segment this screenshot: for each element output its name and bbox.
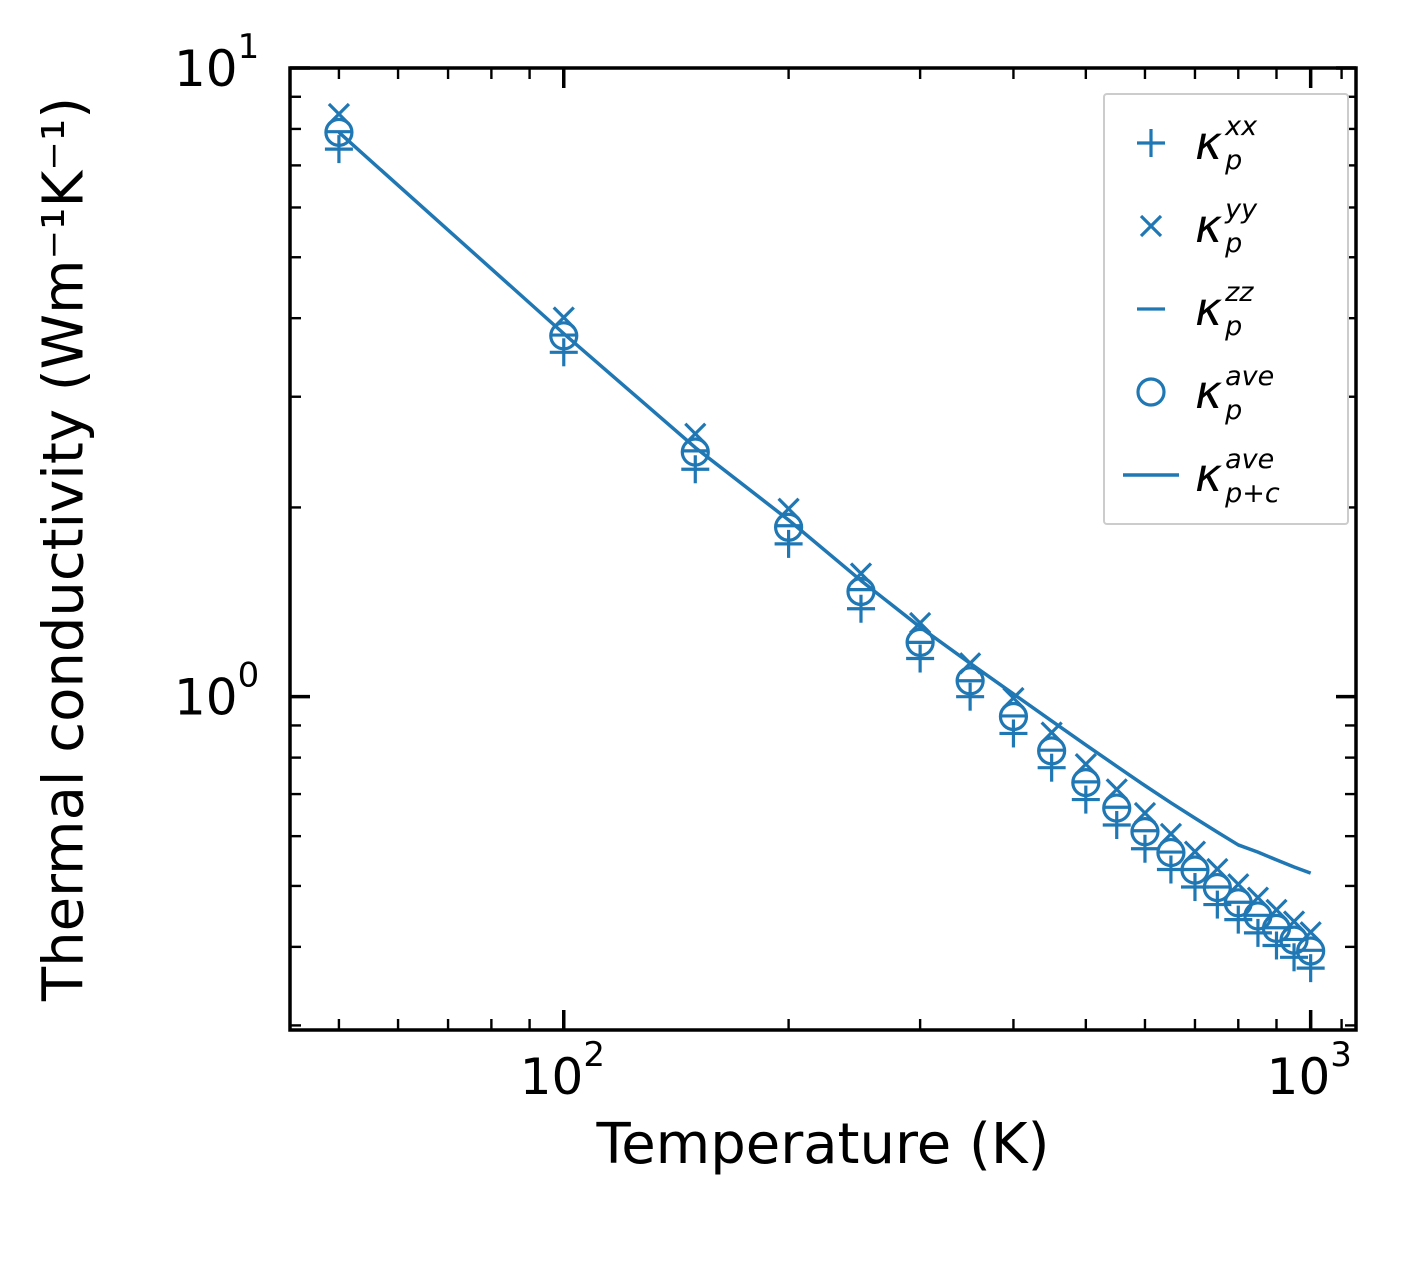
series-kappa_p_plus_c_ave (337, 131, 1312, 875)
plus-marker-icon (1137, 128, 1165, 157)
subscript: p (1225, 145, 1243, 177)
series-kappa_p_ave (324, 117, 1326, 966)
cross-marker-icon (1139, 214, 1163, 237)
legend-label: κ ave p (1195, 360, 1275, 426)
subscript: p+c (1225, 477, 1280, 509)
legend-entry-kappa_p_yy: κ yy p (1119, 194, 1347, 260)
legend-label: κ zz p (1195, 277, 1254, 343)
superscript: ave (1225, 443, 1275, 475)
superscript: xx (1225, 111, 1258, 143)
legend: κ xx p κ yy p κ zz p κ ave p κ ave p+c (1103, 93, 1349, 525)
legend-entry-kappa_p_xx: κ xx p (1119, 111, 1347, 177)
x-tick-label: 103 (1267, 1035, 1352, 1106)
legend-entry-kappa_p_zz: κ zz p (1119, 277, 1347, 343)
kappa-symbol: κ (1195, 448, 1223, 503)
circle-marker-icon (1136, 377, 1166, 407)
x-axis-label: Temperature (K) (596, 1112, 1050, 1177)
tick-labels: 102 103 100 101 (174, 27, 1352, 1106)
legend-label: κ yy p (1195, 194, 1258, 260)
kappa-symbol: κ (1195, 115, 1223, 170)
line-marker-icon (1123, 473, 1179, 478)
kappa-symbol: κ (1195, 281, 1223, 336)
legend-entry-kappa_p_plus_c_ave: κ ave p+c (1119, 443, 1347, 509)
subscript: p (1225, 228, 1243, 260)
superscript: ave (1225, 360, 1275, 392)
y-axis-label: Thermal conductivity (Wm⁻¹K⁻¹) (31, 96, 97, 1002)
legend-label: κ ave p+c (1195, 443, 1280, 509)
ticks (290, 66, 1356, 1030)
legend-entry-kappa_p_ave: κ ave p (1119, 360, 1347, 426)
axes-frame (288, 66, 1358, 1032)
subscript: p (1225, 311, 1243, 343)
y-tick-label: 100 (174, 656, 259, 727)
subscript: p (1225, 394, 1243, 426)
hline-marker-icon (1137, 307, 1165, 311)
y-tick-label: 101 (174, 27, 259, 98)
superscript: zz (1225, 277, 1254, 309)
legend-label: κ xx p (1195, 111, 1258, 177)
kappa-symbol: κ (1195, 365, 1223, 420)
kappa-symbol: κ (1195, 198, 1223, 253)
superscript: yy (1225, 194, 1258, 226)
x-tick-label: 102 (520, 1035, 605, 1106)
series-kappa_p_xx (324, 135, 1325, 983)
